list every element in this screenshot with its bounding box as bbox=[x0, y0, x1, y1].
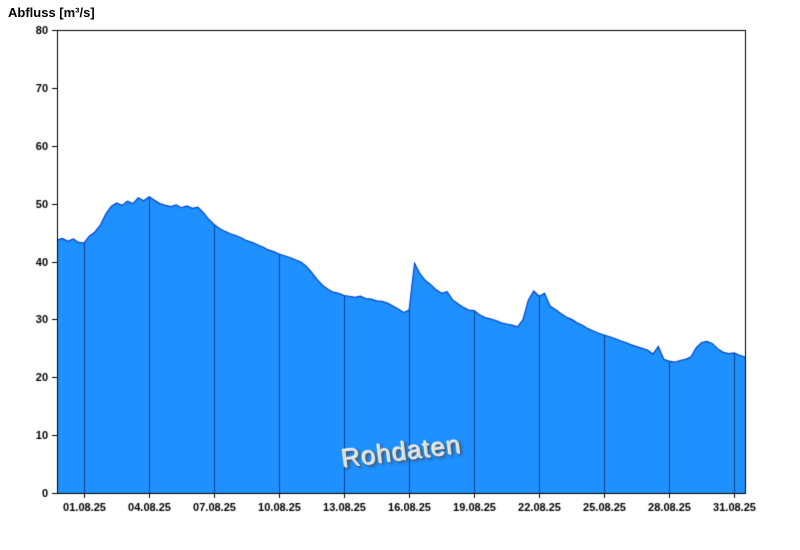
chart-title: Abfluss [m³/s] bbox=[8, 5, 95, 20]
